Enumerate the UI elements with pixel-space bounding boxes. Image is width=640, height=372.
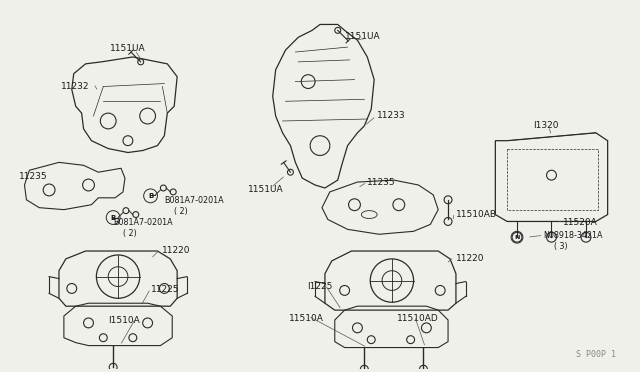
Text: 11520A: 11520A: [563, 218, 598, 227]
Text: ( 2): ( 2): [123, 230, 137, 238]
Text: S P00P 1: S P00P 1: [575, 350, 616, 359]
Text: 11233: 11233: [377, 111, 406, 120]
Text: 1151UA: 1151UA: [248, 185, 284, 194]
Text: 11510AB: 11510AB: [456, 210, 497, 219]
Text: B: B: [148, 193, 153, 199]
Text: 1151UA: 1151UA: [344, 32, 380, 41]
Text: 11510AD: 11510AD: [397, 314, 438, 323]
Text: N: N: [515, 235, 520, 240]
Text: 11235: 11235: [367, 178, 396, 187]
Text: I1225: I1225: [307, 282, 333, 291]
Text: 11232: 11232: [61, 81, 90, 91]
Text: B081A7-0201A: B081A7-0201A: [164, 196, 224, 205]
Text: I1320: I1320: [532, 121, 558, 130]
Text: I1510A: I1510A: [108, 316, 140, 325]
Text: 1151UA: 1151UA: [110, 44, 146, 53]
Text: 11510A: 11510A: [289, 314, 323, 323]
Text: ( 2): ( 2): [174, 207, 188, 216]
Text: 11220: 11220: [163, 246, 191, 255]
Text: 11235: 11235: [19, 172, 47, 181]
Text: B081A7-0201A: B081A7-0201A: [113, 218, 173, 227]
Text: 11225: 11225: [150, 285, 179, 295]
Text: 11220: 11220: [456, 254, 484, 263]
Text: B: B: [111, 215, 116, 221]
Text: ( 3): ( 3): [554, 242, 568, 251]
Text: N08918-3421A: N08918-3421A: [543, 231, 603, 240]
